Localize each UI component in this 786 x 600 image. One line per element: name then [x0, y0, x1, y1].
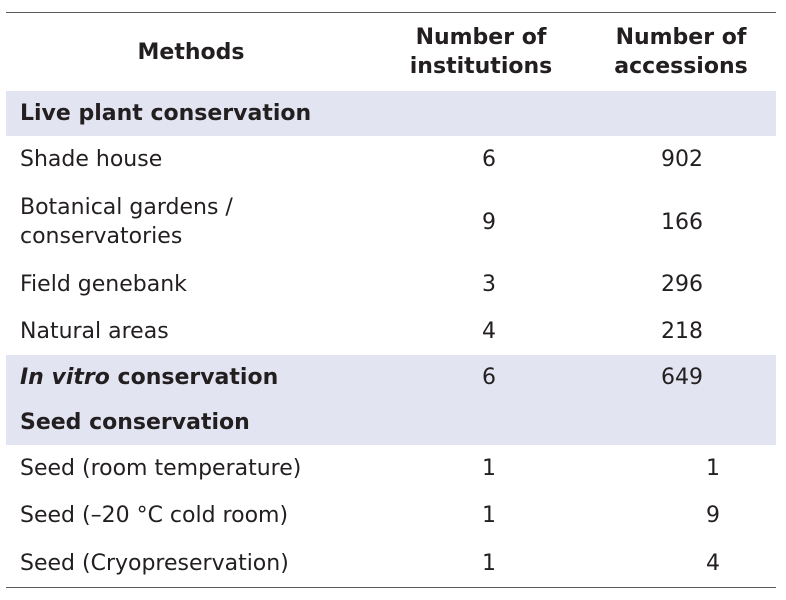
in-vitro-rest-text: conservation — [109, 365, 279, 390]
accessions-cell: 9 — [706, 503, 720, 528]
method-cell-line1: Botanical gardens / — [20, 195, 233, 220]
header-institutions-line2: institutions — [409, 54, 553, 79]
table-body: Live plant conservation Shade house 6 90… — [6, 91, 776, 588]
header-accessions-line2: accessions — [614, 54, 748, 79]
institutions-cell: 1 — [482, 550, 496, 576]
conservation-methods-table-container: Methods Number of institutions Number of… — [6, 12, 776, 588]
header-accessions-line1: Number of — [615, 25, 747, 50]
conservation-methods-table: Methods Number of institutions Number of… — [6, 12, 776, 588]
table-row: Seed (room temperature) 1 1 — [6, 445, 776, 492]
accessions-cell: 1 — [706, 456, 720, 481]
institutions-cell: 4 — [482, 319, 496, 344]
method-cell: Seed (–20 °C cold room) — [20, 503, 289, 528]
accessions-cell: 902 — [661, 147, 703, 172]
header-methods: Methods — [6, 13, 376, 92]
method-cell: Seed (room temperature) — [20, 456, 302, 481]
in-vitro-institutions-cell: 6 — [376, 355, 586, 400]
table-row: Seed (Cryopreservation) 1 4 — [6, 539, 776, 588]
institutions-cell: 9 — [482, 209, 496, 235]
header-methods-label: Methods — [137, 39, 245, 65]
section-label-in-vitro: In vitro conservation — [6, 355, 376, 400]
table-row: Seed (–20 °C cold room) 1 9 — [6, 492, 776, 539]
section-row-seed: Seed conservation — [6, 400, 776, 445]
accessions-cell: 4 — [706, 550, 720, 576]
table-row: Natural areas 4 218 — [6, 308, 776, 355]
header-row: Methods Number of institutions Number of… — [6, 12, 776, 92]
table-header: Methods Number of institutions Number of… — [6, 12, 776, 92]
table-row: Botanical gardens / conservatories 9 166 — [6, 183, 776, 261]
method-cell: Field genebank — [20, 272, 187, 297]
institutions-cell: 1 — [482, 503, 496, 528]
header-accessions: Number of accessions — [586, 13, 776, 92]
header-institutions: Number of institutions — [376, 13, 586, 92]
header-institutions-line1: Number of — [415, 25, 547, 50]
institutions-cell: 3 — [482, 272, 496, 297]
accessions-cell: 218 — [661, 319, 703, 344]
in-vitro-accessions-cell: 649 — [586, 355, 776, 400]
method-cell-line2: conservatories — [20, 224, 183, 249]
table-row: Shade house 6 902 — [6, 136, 776, 183]
accessions-cell: 166 — [661, 209, 703, 235]
method-cell: Natural areas — [20, 319, 169, 344]
section-row-in-vitro: In vitro conservation 6 649 — [6, 355, 776, 400]
method-cell: Seed (Cryopreservation) — [20, 550, 289, 576]
table-row: Field genebank 3 296 — [6, 261, 776, 308]
institutions-cell: 1 — [482, 456, 496, 481]
institutions-cell: 6 — [482, 147, 496, 172]
section-row-live-plant: Live plant conservation — [6, 91, 776, 136]
method-cell: Botanical gardens / conservatories — [6, 183, 376, 261]
section-label-live-plant: Live plant conservation — [6, 91, 776, 136]
section-label-seed: Seed conservation — [6, 400, 776, 445]
accessions-cell: 296 — [661, 272, 703, 297]
method-cell: Shade house — [20, 147, 163, 172]
in-vitro-italic-text: In vitro — [20, 365, 110, 390]
